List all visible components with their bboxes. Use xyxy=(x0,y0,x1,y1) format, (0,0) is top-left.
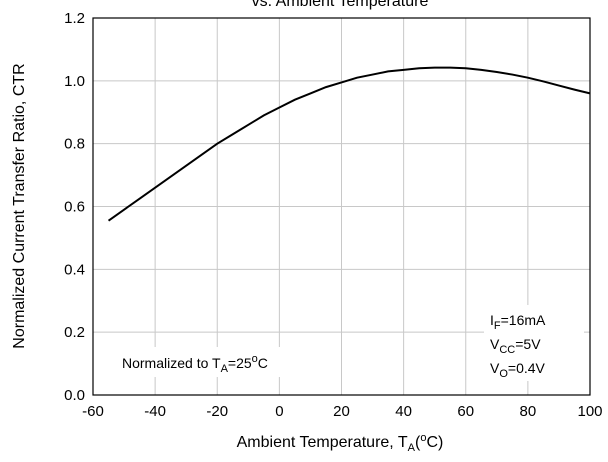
condition-sub: CC xyxy=(499,344,515,356)
chart-title: vs. Ambient Temperature xyxy=(252,0,429,10)
annotation-sup: o xyxy=(252,353,258,365)
y-tick-label: 0.0 xyxy=(64,387,85,404)
condition: IF=16mA xyxy=(490,312,546,332)
annotation-box xyxy=(112,347,310,377)
y-tick-label: 0.2 xyxy=(64,324,85,341)
condition-part: =0.4V xyxy=(508,360,546,376)
annotation-part: C xyxy=(258,355,268,371)
y-tick-label: 0.8 xyxy=(64,136,85,153)
x-tick-label: 20 xyxy=(333,403,350,420)
condition-part: V xyxy=(490,360,500,376)
x-label-sub: A xyxy=(408,442,416,454)
y-tick-label: 0.4 xyxy=(64,261,85,278)
plot-frame xyxy=(92,17,591,396)
x-tick-label: -40 xyxy=(144,403,166,420)
condition-sub: O xyxy=(499,368,508,380)
annotation-sub: A xyxy=(221,363,229,375)
annotation: Normalized to TA=25oC xyxy=(122,353,268,375)
condition-sub: F xyxy=(494,320,501,332)
x-tick-label: 80 xyxy=(520,403,537,420)
x-axis-label: Ambient Temperature, TA(oC) xyxy=(237,432,444,454)
condition: VO=0.4V xyxy=(490,360,546,380)
x-tick-label: -20 xyxy=(206,403,228,420)
x-label-part: Ambient Temperature, T xyxy=(237,434,408,451)
x-label-part: ( xyxy=(415,434,421,451)
x-label-part: C) xyxy=(426,434,443,451)
condition-part: =16mA xyxy=(501,312,546,328)
x-tick-label: 0 xyxy=(275,403,283,420)
condition-part: I xyxy=(490,312,494,328)
y-tick-label: 1.0 xyxy=(64,73,85,90)
y-tick-label: 0.6 xyxy=(64,199,85,216)
data-line xyxy=(107,66,591,222)
condition-part: =5V xyxy=(515,336,541,352)
x-label-sup: o xyxy=(420,432,426,444)
x-tick-label: 60 xyxy=(457,403,474,420)
y-axis-label: Normalized Current Transfer Ratio, CTR xyxy=(11,63,28,348)
condition-box xyxy=(484,305,584,381)
condition-part: V xyxy=(490,336,500,352)
x-tick-label: -60 xyxy=(82,403,104,420)
condition: VCC=5V xyxy=(490,336,541,356)
annotation-part: =25 xyxy=(228,355,252,371)
x-tick-label: 100 xyxy=(577,403,602,420)
y-tick-label: 1.2 xyxy=(64,10,85,27)
x-tick-label: 40 xyxy=(395,403,412,420)
annotation-part: Normalized to T xyxy=(122,355,221,371)
